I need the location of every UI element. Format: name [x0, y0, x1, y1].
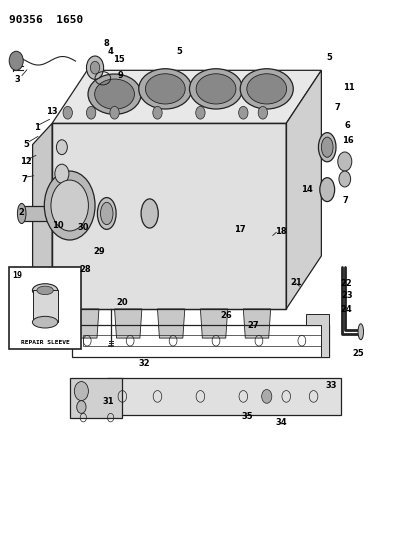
Bar: [33, 290, 58, 322]
Ellipse shape: [320, 177, 334, 201]
Ellipse shape: [17, 204, 26, 223]
Text: 11: 11: [343, 83, 354, 92]
Text: 20: 20: [117, 298, 128, 307]
Text: 9: 9: [118, 71, 123, 80]
Ellipse shape: [240, 69, 293, 109]
Text: 19: 19: [12, 271, 22, 280]
Polygon shape: [286, 70, 321, 309]
Ellipse shape: [37, 286, 53, 295]
Bar: [21, 206, 50, 221]
Text: 6: 6: [345, 122, 351, 131]
Text: 7: 7: [21, 174, 27, 183]
Text: 22: 22: [341, 279, 353, 288]
Circle shape: [55, 164, 69, 183]
Ellipse shape: [318, 133, 336, 162]
Text: 17: 17: [233, 225, 245, 234]
Circle shape: [339, 171, 351, 187]
Text: 28: 28: [79, 265, 91, 273]
Circle shape: [44, 171, 95, 240]
Polygon shape: [107, 378, 341, 415]
Circle shape: [57, 140, 67, 155]
Circle shape: [338, 152, 352, 171]
Ellipse shape: [189, 69, 242, 109]
Polygon shape: [243, 309, 271, 338]
Text: 35: 35: [241, 411, 253, 421]
Polygon shape: [52, 123, 286, 309]
Text: 23: 23: [341, 291, 353, 300]
Ellipse shape: [88, 74, 141, 114]
Circle shape: [51, 180, 88, 231]
Circle shape: [262, 390, 272, 403]
Polygon shape: [33, 123, 52, 330]
Text: 3: 3: [14, 75, 20, 84]
Ellipse shape: [139, 69, 192, 109]
Text: 4: 4: [108, 47, 114, 56]
Text: 12: 12: [20, 157, 31, 166]
Text: 18: 18: [275, 227, 286, 236]
Polygon shape: [70, 378, 122, 418]
Circle shape: [153, 107, 162, 119]
Ellipse shape: [101, 203, 113, 224]
Circle shape: [77, 401, 86, 414]
Ellipse shape: [358, 324, 364, 340]
Bar: [9, 266, 81, 349]
Polygon shape: [114, 309, 142, 338]
Text: 5: 5: [326, 53, 332, 62]
Text: 1: 1: [33, 123, 39, 132]
Polygon shape: [52, 70, 321, 123]
Text: REPAIR SLEEVE: REPAIR SLEEVE: [21, 340, 70, 345]
Text: 32: 32: [138, 359, 150, 367]
Text: 30: 30: [77, 223, 89, 232]
Circle shape: [9, 51, 23, 70]
Text: 10: 10: [52, 221, 64, 230]
Text: 13: 13: [46, 107, 58, 116]
Text: 14: 14: [301, 185, 313, 194]
Polygon shape: [200, 309, 228, 338]
Text: 2: 2: [19, 208, 25, 217]
Text: 90356  1650: 90356 1650: [9, 14, 83, 25]
Polygon shape: [72, 309, 99, 338]
Circle shape: [258, 107, 268, 119]
Text: 7: 7: [335, 103, 341, 112]
Ellipse shape: [97, 198, 116, 229]
Text: 31: 31: [103, 397, 114, 406]
Circle shape: [86, 107, 96, 119]
Ellipse shape: [95, 79, 134, 109]
Text: 34: 34: [276, 418, 287, 427]
Circle shape: [110, 107, 119, 119]
Ellipse shape: [32, 317, 58, 328]
Text: 29: 29: [93, 247, 105, 256]
Circle shape: [196, 107, 205, 119]
Text: 7: 7: [343, 196, 349, 205]
Text: 26: 26: [220, 311, 231, 320]
Circle shape: [63, 107, 72, 119]
Circle shape: [86, 56, 104, 79]
Text: 16: 16: [342, 136, 354, 145]
Text: 5: 5: [24, 140, 30, 149]
Text: 27: 27: [247, 321, 259, 330]
Circle shape: [90, 61, 100, 74]
Text: 8: 8: [104, 39, 110, 49]
Polygon shape: [306, 314, 329, 357]
Text: 25: 25: [353, 349, 364, 358]
Ellipse shape: [32, 284, 58, 297]
Ellipse shape: [141, 199, 158, 228]
Text: 5: 5: [176, 47, 182, 56]
Ellipse shape: [321, 137, 333, 157]
Polygon shape: [158, 309, 185, 338]
Circle shape: [239, 107, 248, 119]
Text: 15: 15: [112, 55, 124, 64]
Ellipse shape: [196, 74, 236, 104]
Ellipse shape: [145, 74, 185, 104]
Ellipse shape: [247, 74, 286, 104]
Text: 24: 24: [341, 305, 353, 314]
Circle shape: [74, 382, 88, 401]
Text: 33: 33: [325, 381, 337, 390]
Text: 21: 21: [290, 278, 302, 287]
